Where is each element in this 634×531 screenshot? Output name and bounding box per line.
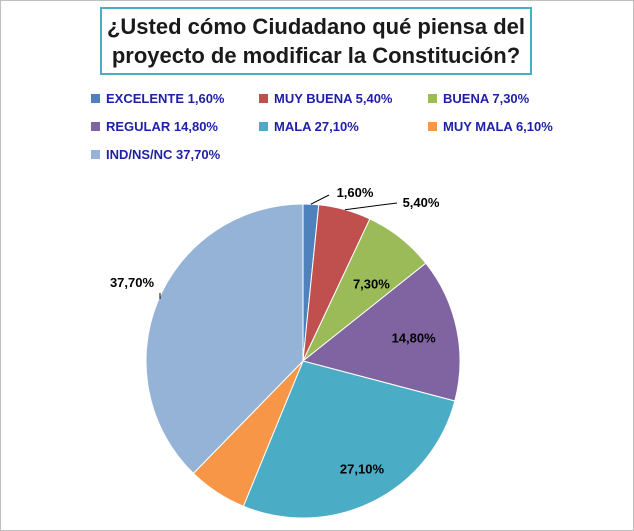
legend-label: EXCELENTE 1,60% — [106, 91, 225, 106]
data-label: 27,10% — [340, 461, 385, 476]
legend-item: REGULAR 14,80% — [91, 119, 218, 134]
data-label: 14,80% — [392, 331, 437, 346]
legend-swatch — [259, 94, 268, 103]
pie-slice-ind-ns-nc — [145, 203, 304, 475]
chart-title-box: ¿Usted cómo Ciudadano qué piensa del pro… — [100, 7, 532, 75]
legend-label: REGULAR 14,80% — [106, 119, 218, 134]
legend-label: IND/NS/NC 37,70% — [106, 147, 221, 162]
leader-line — [310, 194, 330, 205]
legend-swatch — [428, 94, 437, 103]
legend-item: MALA 27,10% — [259, 119, 359, 134]
data-label: 1,60% — [337, 185, 374, 200]
leader-line — [344, 202, 398, 211]
chart-title: ¿Usted cómo Ciudadano qué piensa del pro… — [106, 14, 526, 68]
legend-label: MUY BUENA 5,40% — [274, 91, 393, 106]
legend-swatch — [91, 94, 100, 103]
legend-swatch — [91, 150, 100, 159]
legend-swatch — [259, 122, 268, 131]
pie-slice-regular — [301, 262, 461, 402]
legend-label: BUENA 7,30% — [443, 91, 530, 106]
legend-item: BUENA 7,30% — [428, 91, 529, 106]
data-label: 37,70% — [110, 275, 155, 290]
legend-swatch — [428, 122, 437, 131]
legend-label: MALA 27,10% — [274, 119, 359, 134]
legend-item: MUY MALA 6,10% — [428, 119, 553, 134]
data-label: 7,30% — [353, 277, 390, 292]
legend-item: EXCELENTE 1,60% — [91, 91, 225, 106]
legend-swatch — [91, 122, 100, 131]
pie-slice-mala — [242, 360, 456, 519]
legend-item: IND/NS/NC 37,70% — [91, 147, 220, 162]
legend-item: MUY BUENA 5,40% — [259, 91, 392, 106]
legend-label: MUY MALA 6,10% — [443, 119, 553, 134]
data-label: 5,40% — [403, 195, 440, 210]
